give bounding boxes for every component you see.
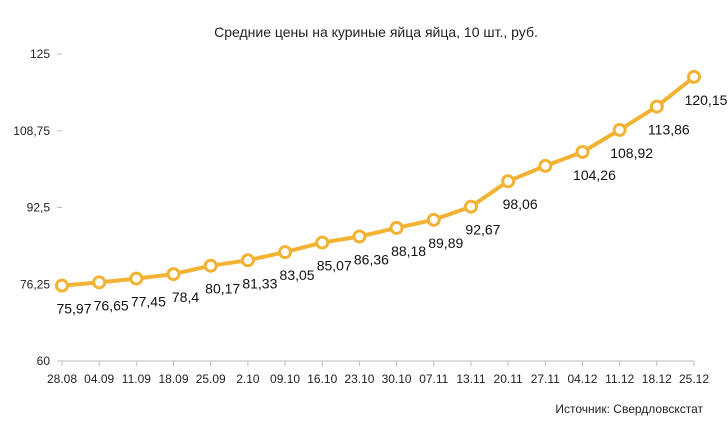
y-tick-label: 92,5 [27, 201, 51, 215]
x-tick-label: 18.09 [159, 372, 189, 386]
x-tick-label: 20.11 [494, 372, 523, 386]
x-axis: 28.08 04.09 11.09 18.09 25.09 2.10 09.10 16.10 2… [47, 361, 709, 386]
x-tick-label: 28.08 [47, 372, 77, 386]
x-tick-label: 25.12 [679, 372, 709, 386]
data-point [687, 69, 701, 84]
data-point [203, 258, 218, 273]
data-point [463, 199, 478, 214]
data-label: 113,86 [648, 122, 690, 138]
x-tick-label: 13.11 [456, 372, 485, 386]
y-axis: 125 108,75 92,5 76,25 60 [13, 47, 62, 368]
data-point [575, 144, 590, 159]
x-tick-label: 11.09 [122, 372, 151, 386]
data-point [278, 245, 293, 260]
x-tick-label: 11.12 [605, 372, 634, 386]
data-point [612, 122, 627, 137]
x-tick-label: 07.11 [419, 372, 448, 386]
data-label: 88,18 [391, 243, 426, 259]
data-label: 81,33 [242, 275, 277, 291]
y-tick-label: 125 [30, 47, 50, 61]
x-tick-label: 2.10 [236, 372, 260, 386]
data-label: 108,92 [610, 145, 653, 161]
data-points [55, 69, 701, 293]
chart-title: Средние цены на куриные яйца яйца, 10 шт… [214, 24, 538, 40]
data-label: 75,97 [56, 301, 91, 317]
data-label: 85,07 [317, 258, 352, 274]
data-point [389, 220, 404, 235]
data-point [352, 229, 367, 244]
data-point [649, 99, 664, 114]
data-point [240, 253, 255, 268]
data-point [538, 158, 553, 173]
data-label: 78,4 [172, 289, 199, 305]
data-point [166, 267, 181, 282]
x-tick-label: 23.10 [344, 372, 374, 386]
x-tick-label: 04.12 [567, 372, 597, 386]
x-tick-label: 30.10 [382, 372, 412, 386]
x-tick-label: 16.10 [307, 372, 337, 386]
data-label: 80,17 [205, 281, 240, 297]
x-tick-label: 25.09 [196, 372, 226, 386]
x-tick-label: 18.12 [642, 372, 672, 386]
data-label: 76,65 [94, 297, 129, 313]
data-label: 86,36 [354, 251, 389, 267]
data-label: 92,67 [465, 222, 500, 238]
x-tick-label: 04.09 [84, 372, 114, 386]
data-point [426, 212, 441, 227]
y-tick-label: 76,25 [20, 277, 50, 291]
y-tick-label: 108,75 [13, 124, 50, 138]
data-label: 120,15 [685, 92, 728, 108]
data-point [92, 275, 107, 290]
x-tick-label: 09.10 [270, 372, 300, 386]
data-label: 83,05 [280, 267, 315, 283]
data-label: 77,45 [131, 294, 166, 310]
data-point [55, 278, 69, 293]
data-point [315, 235, 330, 250]
data-label: 89,89 [428, 235, 463, 251]
y-tick-label: 60 [37, 354, 51, 368]
data-point [129, 271, 144, 286]
data-label: 104,26 [573, 167, 616, 183]
data-label: 98,06 [503, 196, 538, 212]
data-point [501, 174, 516, 189]
x-tick-label: 27.11 [531, 372, 560, 386]
source-note: Источник: Свердловскстат [555, 402, 703, 416]
